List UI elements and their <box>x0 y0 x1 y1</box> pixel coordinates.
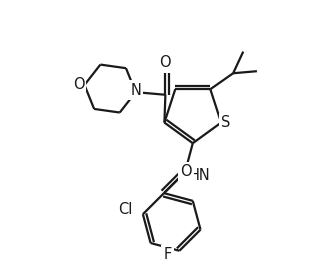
Text: S: S <box>221 115 231 130</box>
Text: F: F <box>163 247 171 262</box>
Text: HN: HN <box>189 168 211 182</box>
Text: O: O <box>160 55 171 70</box>
Text: O: O <box>73 77 84 92</box>
Text: Cl: Cl <box>118 202 133 217</box>
Text: O: O <box>180 164 192 179</box>
Text: N: N <box>130 83 141 98</box>
